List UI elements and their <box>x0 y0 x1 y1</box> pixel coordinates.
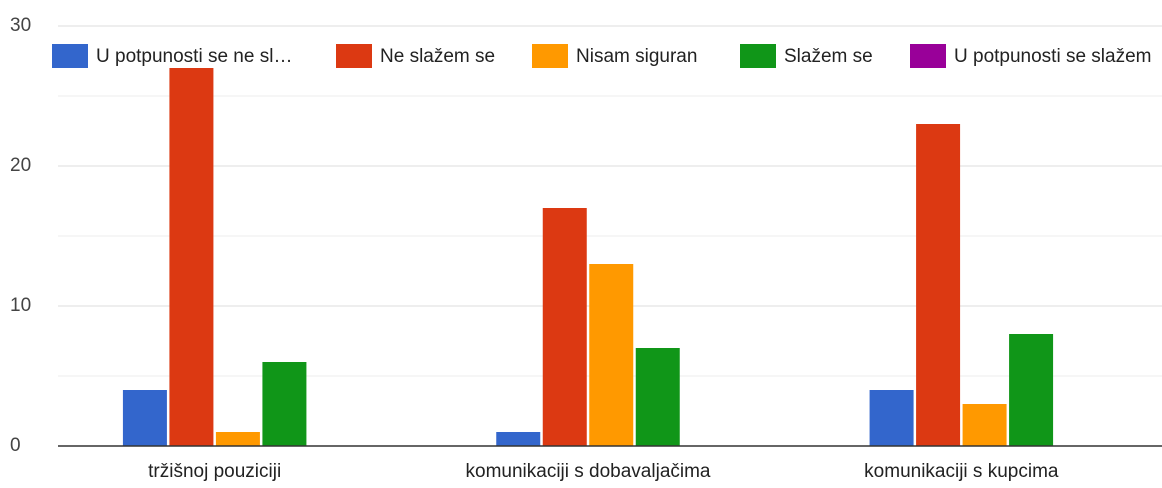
legend-swatch <box>532 44 568 68</box>
legend-swatch <box>910 44 946 68</box>
bar <box>962 404 1007 446</box>
bar <box>542 208 587 446</box>
legend-label: Slažem se <box>784 46 873 67</box>
bar <box>122 390 167 446</box>
y-tick-label: 0 <box>10 435 21 456</box>
x-tick-label: komunikaciji s kupcima <box>864 461 1059 482</box>
legend-label: Ne slažem se <box>380 46 495 67</box>
bar <box>1009 334 1054 446</box>
x-tick-label: komunikaciji s dobavaljačima <box>466 461 711 482</box>
y-tick-label: 10 <box>10 295 31 316</box>
legend-label: Nisam siguran <box>576 46 697 67</box>
bar <box>496 432 541 446</box>
bar <box>869 390 914 446</box>
bar <box>169 68 214 446</box>
y-tick-label: 20 <box>10 155 31 176</box>
legend-swatch <box>336 44 372 68</box>
legend-swatch <box>52 44 88 68</box>
legend-label: U potpunosti se ne sl… <box>96 46 292 67</box>
bar <box>262 362 307 446</box>
bar <box>589 264 634 446</box>
bar <box>916 124 961 446</box>
bar <box>215 432 260 446</box>
y-tick-label: 30 <box>10 15 31 36</box>
legend-label: U potpunosti se slažem <box>954 46 1152 67</box>
legend-swatch <box>740 44 776 68</box>
bar <box>635 348 680 446</box>
x-tick-label: tržišnoj pouziciji <box>148 461 281 482</box>
